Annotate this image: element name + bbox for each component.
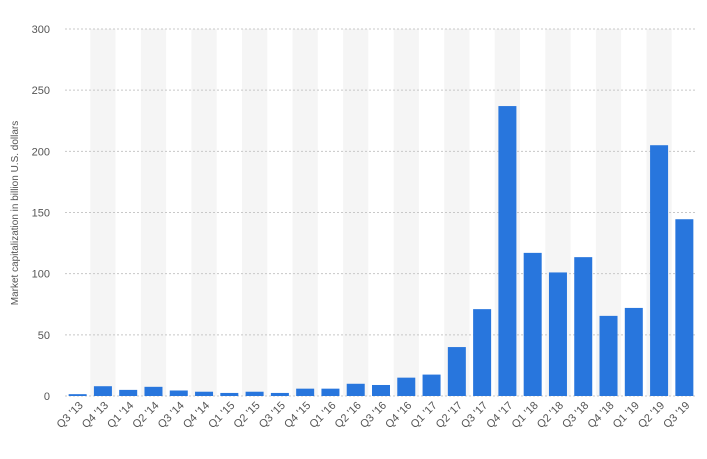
bar bbox=[372, 384, 390, 396]
x-tick-label: Q1 '17 bbox=[409, 400, 440, 431]
x-tick-label: Q1 '15 bbox=[206, 400, 237, 431]
x-tick-label: Q3 '19 bbox=[661, 400, 692, 431]
y-tick-label: 200 bbox=[32, 146, 50, 158]
bar bbox=[574, 257, 593, 396]
bar bbox=[397, 377, 416, 396]
x-tick-label: Q2 '19 bbox=[636, 400, 667, 431]
y-axis-label: Market capitalization in billion U.S. do… bbox=[10, 121, 21, 306]
bar bbox=[68, 394, 87, 396]
x-tick-label: Q1 '18 bbox=[510, 400, 541, 431]
x-tick-label: Q2 '15 bbox=[232, 400, 263, 431]
x-tick-label: Q3 '17 bbox=[459, 400, 490, 431]
bar bbox=[144, 386, 163, 396]
bar bbox=[498, 106, 517, 396]
x-tick-label: Q1 '14 bbox=[105, 400, 136, 431]
x-tick-label: Q3 '13 bbox=[55, 400, 86, 431]
x-tick-label: Q1 '19 bbox=[611, 400, 642, 431]
x-tick-label: Q4 '14 bbox=[181, 400, 212, 431]
bar bbox=[422, 374, 441, 396]
bar bbox=[675, 219, 694, 396]
y-tick-label: 150 bbox=[32, 208, 50, 220]
bar bbox=[270, 392, 289, 396]
x-tick-label: Q4 '16 bbox=[383, 400, 414, 431]
band-stripe bbox=[343, 29, 369, 396]
x-tick-label: Q1 '16 bbox=[307, 400, 338, 431]
x-tick-label: Q2 '16 bbox=[333, 400, 364, 431]
bar bbox=[321, 388, 340, 396]
bar bbox=[599, 315, 618, 396]
bar bbox=[624, 307, 643, 396]
bar bbox=[473, 309, 492, 396]
bar bbox=[169, 390, 188, 396]
y-tick-label: 100 bbox=[32, 269, 50, 281]
bar bbox=[93, 386, 112, 396]
bar bbox=[447, 347, 466, 396]
x-tick-label: Q4 '13 bbox=[80, 400, 111, 431]
x-tick-label: Q3 '14 bbox=[156, 400, 187, 431]
bar bbox=[296, 388, 315, 396]
y-tick-label: 300 bbox=[32, 24, 50, 36]
x-tick-label: Q3 '18 bbox=[560, 400, 591, 431]
x-tick-label: Q3 '16 bbox=[358, 400, 389, 431]
bar bbox=[346, 383, 365, 396]
bar bbox=[119, 389, 138, 396]
y-tick-label: 0 bbox=[44, 391, 50, 403]
bar bbox=[195, 391, 214, 396]
bar bbox=[650, 145, 669, 396]
x-tick-label: Q4 '17 bbox=[484, 400, 515, 431]
x-tick-label: Q4 '18 bbox=[585, 400, 616, 431]
bar bbox=[523, 252, 542, 396]
bar bbox=[245, 391, 264, 396]
x-tick-label: Q3 '15 bbox=[257, 400, 288, 431]
x-tick-label: Q2 '17 bbox=[434, 400, 465, 431]
x-tick-label: Q2 '14 bbox=[130, 400, 161, 431]
x-tick-label: Q4 '15 bbox=[282, 400, 313, 431]
y-tick-label: 250 bbox=[32, 85, 50, 97]
band-stripe bbox=[191, 29, 217, 396]
bar bbox=[548, 272, 567, 396]
bar bbox=[220, 392, 239, 396]
x-tick-label: Q2 '18 bbox=[535, 400, 566, 431]
y-tick-label: 50 bbox=[38, 330, 50, 342]
